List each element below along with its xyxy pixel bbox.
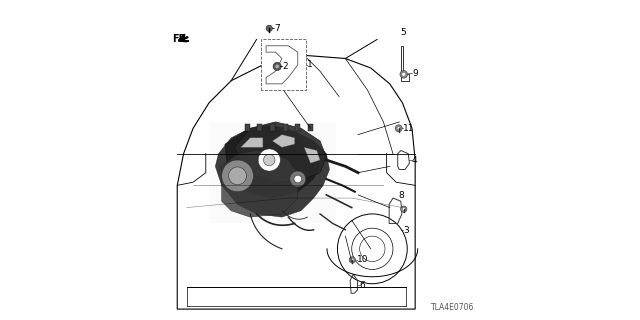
Circle shape <box>400 70 408 78</box>
Polygon shape <box>225 125 320 198</box>
Circle shape <box>395 125 402 132</box>
Text: 8: 8 <box>398 191 404 200</box>
Polygon shape <box>241 138 263 147</box>
Circle shape <box>294 175 301 183</box>
Text: 3: 3 <box>403 226 409 235</box>
Circle shape <box>264 154 275 166</box>
Circle shape <box>401 206 407 212</box>
Text: 10: 10 <box>357 255 369 264</box>
Circle shape <box>397 127 400 130</box>
Circle shape <box>273 62 282 70</box>
Bar <box>308 124 313 132</box>
Circle shape <box>258 149 280 171</box>
Circle shape <box>290 171 306 187</box>
Circle shape <box>266 25 273 32</box>
Bar <box>295 124 300 132</box>
Circle shape <box>221 160 253 192</box>
Circle shape <box>275 64 280 69</box>
Circle shape <box>402 72 406 76</box>
Circle shape <box>349 257 356 263</box>
Text: 1: 1 <box>307 60 312 69</box>
Circle shape <box>228 167 246 185</box>
Polygon shape <box>221 150 298 217</box>
Polygon shape <box>234 122 326 182</box>
Polygon shape <box>209 122 336 223</box>
Text: 2: 2 <box>283 62 288 71</box>
Text: 4: 4 <box>412 156 418 164</box>
Polygon shape <box>231 138 304 188</box>
Text: TLA4E0706: TLA4E0706 <box>431 303 475 312</box>
Text: 6: 6 <box>360 281 365 290</box>
Text: 9: 9 <box>413 69 419 78</box>
Text: FR.: FR. <box>172 34 190 44</box>
Bar <box>244 124 250 132</box>
Polygon shape <box>261 39 306 90</box>
Bar <box>257 124 262 132</box>
Polygon shape <box>215 125 330 217</box>
Text: 5: 5 <box>401 28 406 37</box>
Polygon shape <box>304 147 320 163</box>
Bar <box>270 124 275 132</box>
Circle shape <box>351 258 354 261</box>
Bar <box>283 124 287 132</box>
Circle shape <box>402 208 405 211</box>
Polygon shape <box>273 135 294 147</box>
Text: 7: 7 <box>274 24 280 33</box>
Text: 11: 11 <box>403 124 415 133</box>
